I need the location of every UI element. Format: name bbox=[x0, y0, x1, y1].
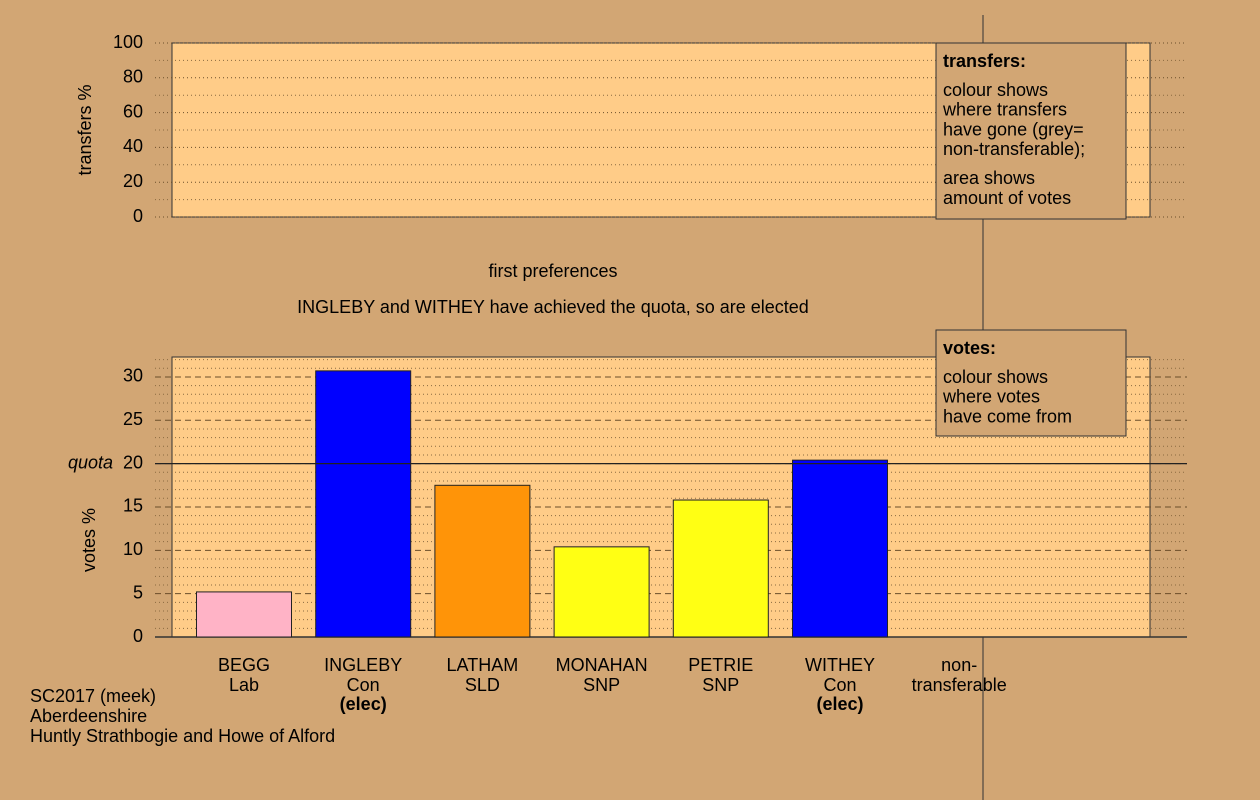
y-tick-label: 100 bbox=[113, 32, 143, 52]
legend-text: non-transferable); bbox=[943, 139, 1085, 159]
x-tick-label: WITHEY bbox=[805, 655, 875, 675]
elected-label: (elec) bbox=[340, 694, 387, 714]
footer-text: SC2017 (meek) bbox=[30, 686, 156, 706]
x-tick-label: LATHAM bbox=[447, 655, 519, 675]
y-axis-label: transfers % bbox=[75, 84, 95, 175]
bar bbox=[315, 370, 412, 638]
legend-text: have come from bbox=[943, 406, 1072, 426]
y-tick-label: 10 bbox=[123, 539, 143, 559]
legend-text: colour shows bbox=[943, 367, 1048, 387]
y-tick-label: 0 bbox=[133, 626, 143, 646]
y-tick-label: 60 bbox=[123, 101, 143, 121]
x-tick-sublabel: transferable bbox=[912, 675, 1007, 695]
legend-box bbox=[935, 42, 1127, 220]
y-tick-label: 30 bbox=[123, 366, 143, 386]
legend-text: amount of votes bbox=[943, 188, 1071, 208]
bar bbox=[553, 546, 650, 638]
elected-label: (elec) bbox=[816, 694, 863, 714]
bar bbox=[434, 484, 531, 638]
footer-text: Aberdeenshire bbox=[30, 706, 147, 726]
legend-title: transfers: bbox=[943, 51, 1026, 71]
y-tick-label: 5 bbox=[133, 582, 143, 602]
legend-title: votes: bbox=[943, 338, 996, 358]
bar bbox=[196, 591, 292, 638]
y-tick-label: 40 bbox=[123, 136, 143, 156]
y-tick-label: 20 bbox=[123, 171, 143, 191]
y-tick-label: 25 bbox=[123, 409, 143, 429]
footer-text: Huntly Strathbogie and Howe of Alford bbox=[30, 726, 335, 746]
x-tick-sublabel: Con bbox=[823, 675, 856, 695]
legend-text: where votes bbox=[942, 387, 1040, 407]
legend-box bbox=[935, 329, 1127, 437]
chart-title: first preferences bbox=[488, 261, 617, 281]
x-tick-label: non- bbox=[941, 655, 977, 675]
bar bbox=[792, 459, 888, 638]
quota-label: quota bbox=[68, 452, 113, 472]
x-tick-label: INGLEBY bbox=[324, 655, 402, 675]
y-axis-label: votes % bbox=[79, 508, 99, 572]
x-tick-label: MONAHAN bbox=[556, 655, 648, 675]
x-tick-label: BEGG bbox=[218, 655, 270, 675]
y-tick-label: 15 bbox=[123, 496, 143, 516]
bar bbox=[672, 499, 769, 638]
legend-text: colour shows bbox=[943, 80, 1048, 100]
x-tick-label: PETRIE bbox=[688, 655, 753, 675]
x-tick-sublabel: SNP bbox=[583, 675, 620, 695]
chart-subtitle: INGLEBY and WITHEY have achieved the quo… bbox=[297, 297, 809, 317]
x-tick-sublabel: Lab bbox=[229, 675, 259, 695]
y-tick-label: 0 bbox=[133, 206, 143, 226]
legend-text: have gone (grey= bbox=[943, 119, 1084, 139]
y-tick-label: 80 bbox=[123, 67, 143, 87]
x-tick-sublabel: SNP bbox=[702, 675, 739, 695]
legend-text: area shows bbox=[943, 168, 1035, 188]
y-tick-label: 20 bbox=[123, 452, 143, 472]
legend-text: where transfers bbox=[942, 100, 1067, 120]
x-tick-sublabel: Con bbox=[347, 675, 380, 695]
x-tick-sublabel: SLD bbox=[465, 675, 500, 695]
